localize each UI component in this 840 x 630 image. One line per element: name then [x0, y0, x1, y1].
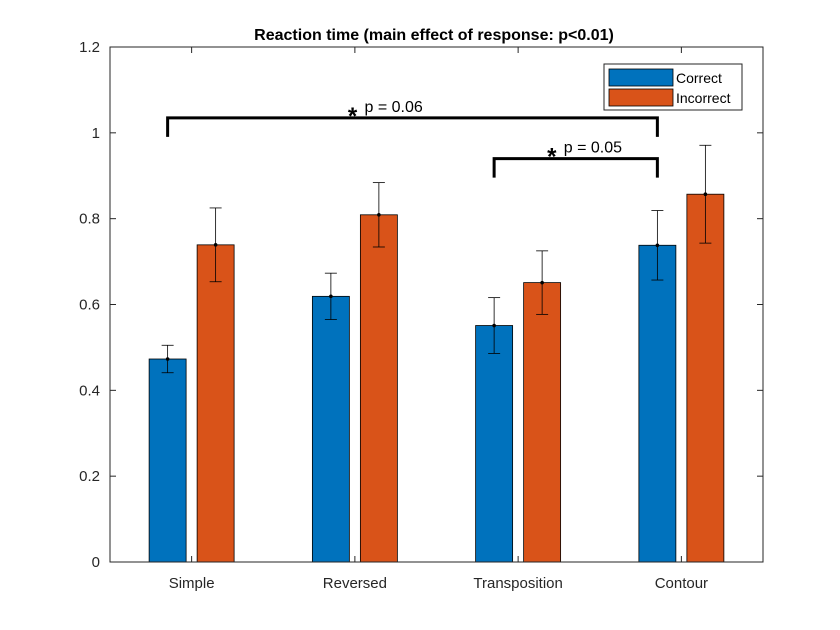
legend-label-correct: Correct [676, 70, 722, 86]
bar-incorrect-transposition [523, 282, 562, 563]
bar-incorrect-reversed [359, 214, 398, 563]
mean-marker [655, 243, 660, 248]
y-tick-label: 0.2 [79, 468, 100, 485]
bar-incorrect-contour [686, 193, 725, 563]
x-tick-label: Reversed [323, 575, 387, 592]
mean-marker [165, 357, 170, 361]
bar-incorrect-simple [196, 244, 235, 563]
p-value-label: p = 0.06 [365, 99, 423, 116]
bar-correct-contour [638, 244, 677, 563]
bar-correct-simple [148, 358, 187, 563]
p-value-label: p = 0.05 [564, 140, 622, 157]
chart-title: Reaction time (main effect of response: … [254, 27, 614, 44]
significance-bracket [166, 116, 659, 137]
mean-marker [540, 280, 544, 285]
legend-swatch-incorrect [608, 88, 674, 107]
y-tick-label: 1 [92, 125, 100, 142]
y-tick-label: 0.6 [79, 297, 100, 314]
x-tick-label: Simple [169, 575, 215, 592]
x-tick-label: Contour [655, 575, 708, 592]
x-tick-label: Transposition [473, 575, 563, 592]
bar-correct-transposition [475, 325, 514, 563]
legend-label-incorrect: Incorrect [676, 90, 731, 106]
mean-marker [213, 243, 218, 247]
mean-marker [492, 323, 496, 328]
mean-marker [703, 192, 708, 197]
bar-correct-reversed [311, 295, 350, 563]
mean-marker [377, 213, 381, 217]
significance-bracket [492, 157, 659, 178]
y-tick-label: 0 [92, 554, 100, 571]
mean-marker [329, 294, 333, 299]
y-tick-label: 0.4 [79, 382, 100, 399]
y-tick-label: 0.8 [79, 211, 100, 228]
significance-star: * [348, 103, 358, 130]
y-tick-label: 1.2 [79, 39, 100, 56]
significance-star: * [547, 144, 557, 171]
legend-swatch-correct [608, 68, 674, 87]
